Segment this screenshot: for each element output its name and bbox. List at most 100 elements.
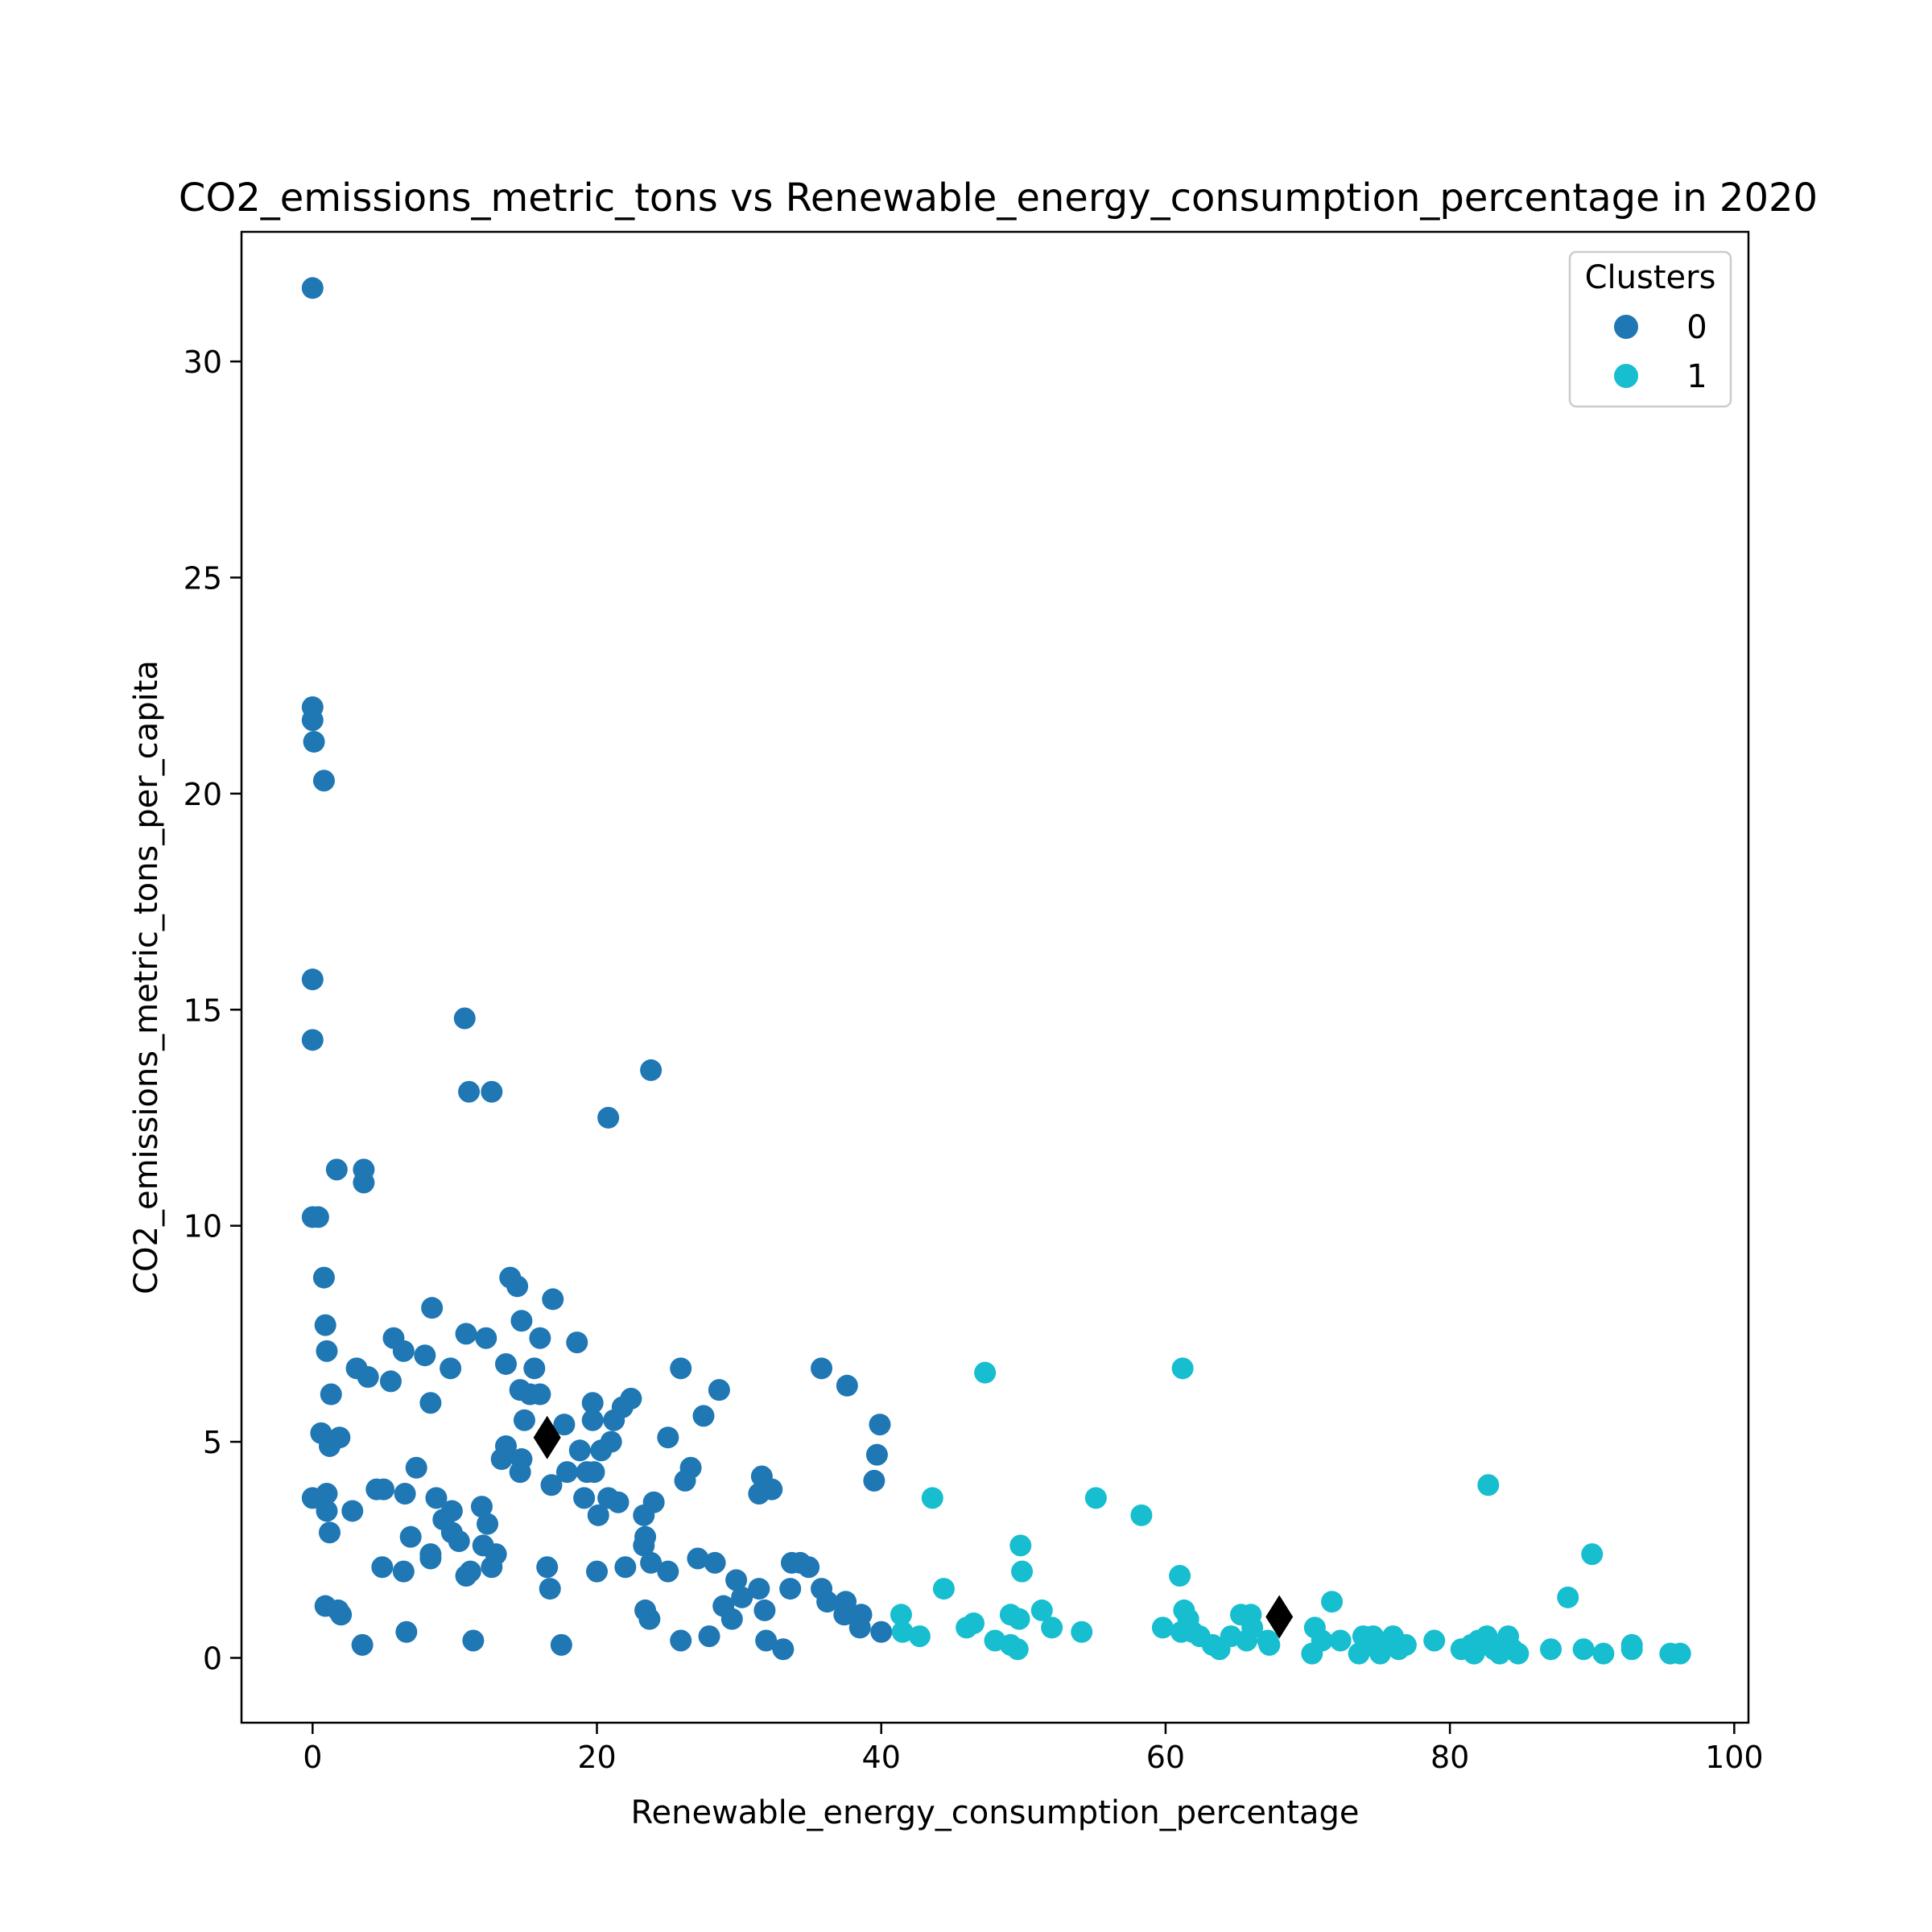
data-point-cluster-0 xyxy=(379,1370,402,1393)
y-tick-label: 25 xyxy=(184,560,222,596)
data-point-cluster-0 xyxy=(670,1629,692,1652)
data-point-cluster-0 xyxy=(455,1564,477,1587)
x-axis: 0 20 40 60 80 100 xyxy=(303,1723,1764,1775)
data-point-cluster-0 xyxy=(753,1599,776,1621)
data-point-cluster-0 xyxy=(328,1426,351,1449)
data-point-cluster-0 xyxy=(698,1625,720,1648)
data-point-cluster-0 xyxy=(325,1158,348,1181)
data-point-cluster-0 xyxy=(419,1392,442,1414)
data-point-cluster-0 xyxy=(303,730,325,753)
y-tick-label: 20 xyxy=(184,777,222,812)
data-point-cluster-0 xyxy=(475,1327,497,1349)
data-point-cluster-1 xyxy=(1008,1608,1030,1630)
data-point-cluster-0 xyxy=(731,1586,753,1608)
data-point-cluster-0 xyxy=(607,1491,630,1513)
data-point-cluster-1 xyxy=(932,1578,955,1600)
plot-area xyxy=(301,277,1691,1665)
data-point-cluster-0 xyxy=(836,1374,858,1397)
data-point-cluster-0 xyxy=(568,1439,591,1462)
data-point-cluster-0 xyxy=(440,1357,462,1380)
data-point-cluster-1 xyxy=(1258,1633,1281,1656)
data-point-cluster-1 xyxy=(890,1604,912,1626)
data-point-cluster-0 xyxy=(779,1578,802,1600)
centroid-layer xyxy=(533,1415,1294,1639)
data-point-cluster-0 xyxy=(687,1547,709,1570)
x-tick-label: 20 xyxy=(577,1740,616,1775)
data-point-cluster-0 xyxy=(674,1469,696,1492)
data-point-cluster-1 xyxy=(891,1620,914,1643)
data-point-cluster-0 xyxy=(494,1352,517,1375)
data-point-cluster-0 xyxy=(490,1448,513,1471)
x-tick-label: 80 xyxy=(1430,1740,1469,1775)
x-tick-label: 40 xyxy=(862,1740,901,1775)
data-point-cluster-0 xyxy=(301,1029,324,1051)
data-point-cluster-1 xyxy=(1620,1633,1643,1656)
data-point-cluster-0 xyxy=(481,1556,503,1579)
data-point-cluster-0 xyxy=(597,1106,620,1129)
y-axis-label: CO2_emissions_metric_tons_per_capita xyxy=(128,660,165,1294)
data-point-cluster-0 xyxy=(529,1327,551,1349)
series-cluster-0 xyxy=(301,277,893,1661)
data-point-cluster-1 xyxy=(1394,1633,1417,1656)
data-point-cluster-0 xyxy=(414,1344,436,1367)
data-point-cluster-0 xyxy=(657,1560,679,1583)
data-point-cluster-0 xyxy=(301,277,324,299)
data-point-cluster-0 xyxy=(555,1461,578,1484)
chart-title: CO2_emissions_metric_tons vs Renewable_e… xyxy=(179,175,1818,221)
y-tick-label: 5 xyxy=(203,1425,222,1460)
data-point-cluster-0 xyxy=(320,1383,342,1406)
x-tick-label: 0 xyxy=(303,1740,322,1775)
data-point-cluster-1 xyxy=(921,1487,943,1509)
y-tick-label: 30 xyxy=(184,345,222,380)
data-point-cluster-0 xyxy=(704,1551,726,1574)
data-point-cluster-0 xyxy=(586,1560,609,1583)
data-point-cluster-1 xyxy=(1321,1591,1344,1613)
data-point-cluster-0 xyxy=(816,1591,839,1613)
data-point-cluster-0 xyxy=(581,1392,604,1414)
data-point-cluster-0 xyxy=(440,1500,463,1522)
data-point-cluster-1 xyxy=(908,1625,931,1648)
data-point-cluster-0 xyxy=(553,1414,576,1436)
data-point-cluster-0 xyxy=(341,1500,364,1522)
data-point-cluster-0 xyxy=(600,1430,622,1453)
data-point-cluster-1 xyxy=(1592,1642,1615,1665)
cluster-centroid-marker xyxy=(533,1415,561,1459)
legend-box xyxy=(1568,250,1732,408)
data-point-cluster-0 xyxy=(316,1482,338,1505)
data-point-cluster-0 xyxy=(425,1487,448,1509)
data-point-cluster-0 xyxy=(470,1496,493,1518)
data-point-cluster-0 xyxy=(462,1629,485,1652)
data-point-cluster-0 xyxy=(748,1578,770,1600)
data-point-cluster-0 xyxy=(312,1266,335,1289)
data-point-cluster-1 xyxy=(1423,1629,1446,1652)
data-point-cluster-0 xyxy=(399,1525,422,1548)
data-point-cluster-0 xyxy=(863,1469,886,1492)
data-point-cluster-0 xyxy=(312,770,335,792)
data-point-cluster-0 xyxy=(314,1314,336,1336)
legend-marker-cluster-1 xyxy=(1614,364,1638,388)
data-point-cluster-0 xyxy=(708,1379,730,1402)
legend-label-cluster-0: 0 xyxy=(1686,309,1707,346)
data-point-cluster-0 xyxy=(620,1387,642,1410)
data-point-cluster-0 xyxy=(614,1556,637,1579)
data-point-cluster-0 xyxy=(583,1461,605,1484)
data-point-cluster-0 xyxy=(870,1620,893,1643)
data-point-cluster-0 xyxy=(523,1357,546,1380)
data-point-cluster-1 xyxy=(1006,1638,1029,1661)
data-point-cluster-0 xyxy=(725,1569,748,1591)
data-point-cluster-0 xyxy=(506,1275,529,1298)
data-point-cluster-0 xyxy=(642,1491,665,1513)
data-point-cluster-1 xyxy=(1557,1586,1579,1608)
data-point-cluster-1 xyxy=(1011,1560,1034,1583)
points-layer xyxy=(301,277,1691,1665)
data-point-cluster-0 xyxy=(638,1608,661,1630)
legend-title: Clusters xyxy=(1585,259,1716,296)
data-point-cluster-0 xyxy=(453,1007,476,1030)
data-point-cluster-0 xyxy=(566,1331,588,1354)
data-point-cluster-1 xyxy=(1151,1616,1174,1639)
data-point-cluster-0 xyxy=(540,1474,563,1496)
data-point-cluster-0 xyxy=(640,1551,663,1574)
data-point-cluster-1 xyxy=(1130,1504,1153,1526)
data-point-cluster-0 xyxy=(573,1487,596,1509)
